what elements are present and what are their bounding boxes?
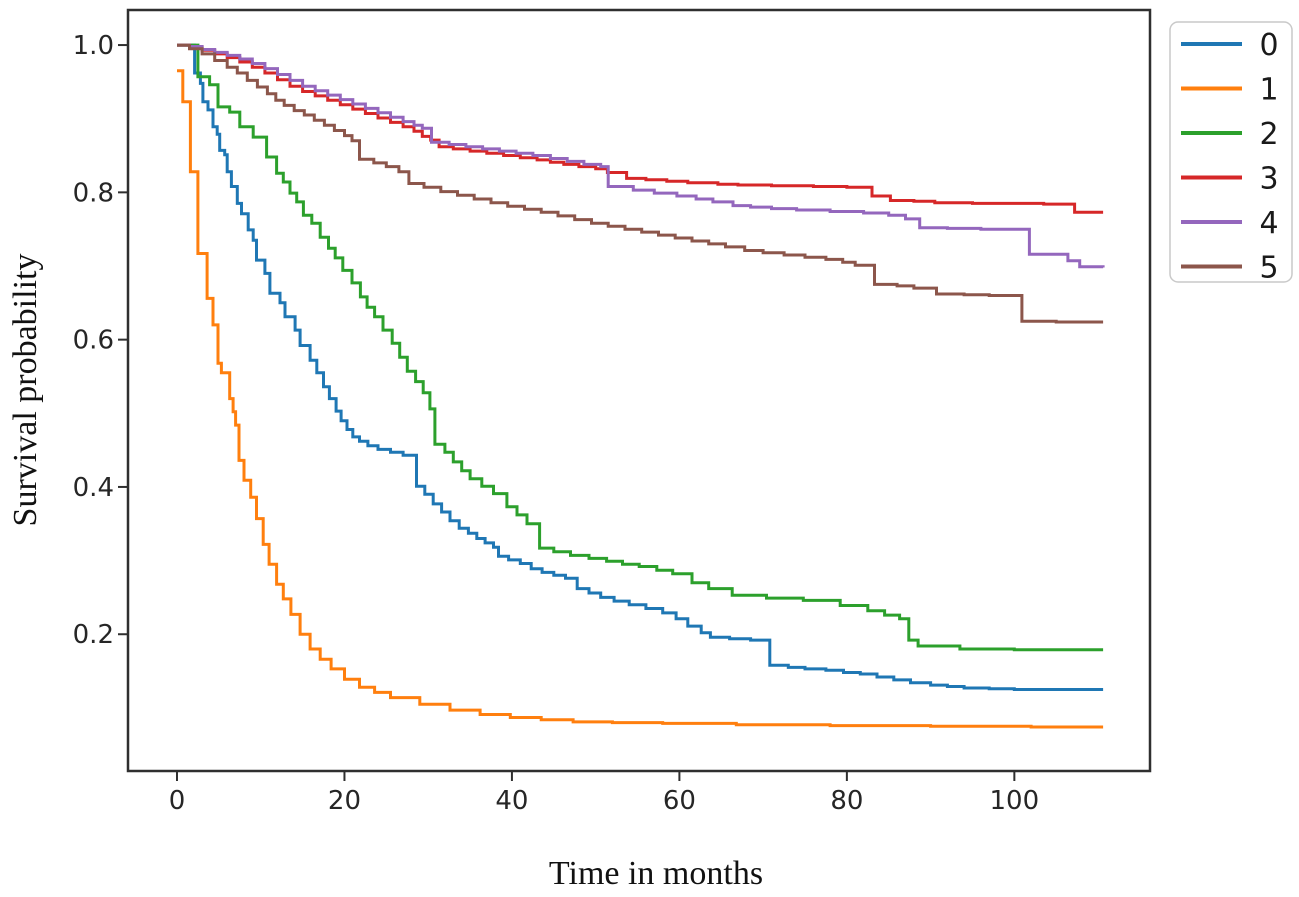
y-tick-label: 0.6: [73, 326, 114, 356]
legend-label: 1: [1259, 73, 1278, 108]
y-axis-label: Survival probability: [7, 254, 44, 527]
legend-item-1: 1: [1181, 73, 1279, 108]
legend-item-3: 3: [1181, 162, 1279, 197]
x-tick-label: 100: [990, 786, 1040, 816]
x-tick-label: 20: [328, 786, 361, 816]
x-axis-label: Time in months: [549, 855, 763, 892]
x-tick-label: 80: [830, 786, 863, 816]
y-tick-label: 0.8: [73, 178, 114, 208]
y-tick-label: 0.4: [73, 473, 114, 503]
legend-item-0: 0: [1181, 28, 1279, 63]
y-tick-label: 1.0: [73, 31, 114, 61]
curve-5: [177, 43, 1104, 324]
legend-label: 0: [1259, 28, 1278, 63]
legend-group: 0 1 2 3 4 5: [1169, 21, 1293, 286]
curve-2: [177, 43, 1104, 652]
plot-border: [126, 8, 1152, 773]
x-tick-label: 60: [663, 786, 696, 816]
legend-item-4: 4: [1181, 206, 1279, 241]
curve-0: [177, 43, 1104, 691]
legend-label: 5: [1259, 251, 1278, 286]
legend-item-5: 5: [1181, 251, 1279, 286]
y-tick-label: 0.2: [73, 620, 114, 650]
legend-label: 4: [1259, 206, 1278, 241]
curve-1: [177, 69, 1104, 729]
curve-4: [177, 43, 1105, 269]
legend-label: 3: [1259, 162, 1278, 197]
legend-item-2: 2: [1181, 117, 1279, 152]
curve-3: [177, 43, 1104, 214]
curves-group: [177, 43, 1105, 729]
legend-label: 2: [1259, 117, 1278, 152]
x-tick-label: 40: [495, 786, 528, 816]
ticks-group: 0 20 40 60 80 100 1.0 0.8 0.6 0.4 0.2: [73, 31, 1040, 816]
x-tick-label: 0: [169, 786, 186, 816]
axes-frame-group: [126, 8, 1152, 773]
